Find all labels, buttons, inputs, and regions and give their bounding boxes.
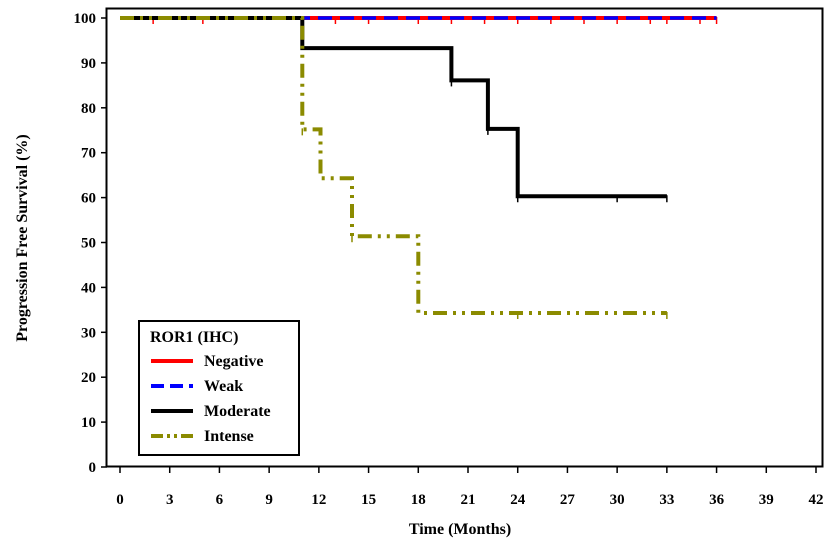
y-tick-label: 90 xyxy=(81,56,96,72)
legend-item-negative: Negative xyxy=(151,353,264,370)
legend-label: Weak xyxy=(204,378,243,395)
series-layer xyxy=(120,16,718,319)
x-tick-label: 9 xyxy=(265,492,273,508)
x-tick-label: 39 xyxy=(759,492,774,508)
y-tick-label: 40 xyxy=(81,280,96,296)
y-tick-label: 30 xyxy=(81,325,96,341)
y-tick-label: 80 xyxy=(81,101,96,117)
series-line-intense xyxy=(120,16,667,315)
x-tick-label: 33 xyxy=(659,492,674,508)
y-tick-label: 100 xyxy=(74,11,97,27)
legend: ROR1 (IHC) Negative Weak Moderate Intense xyxy=(138,320,300,456)
legend-item-moderate: Moderate xyxy=(151,403,271,420)
legend-item-intense: Intense xyxy=(151,428,254,445)
y-tick-label: 70 xyxy=(81,146,96,162)
x-tick-label: 30 xyxy=(610,492,625,508)
y-tick-label: 20 xyxy=(81,370,96,386)
x-axis: 0 3 6 9 12 15 18 21 24 27 30 33 36 39 42 xyxy=(116,467,824,508)
y-tick-label: 0 xyxy=(89,460,97,476)
legend-label: Moderate xyxy=(204,403,271,420)
y-tick-label: 10 xyxy=(81,415,96,431)
y-tick-label: 60 xyxy=(81,191,96,207)
x-tick-label: 3 xyxy=(166,492,174,508)
x-tick-label: 18 xyxy=(411,492,426,508)
x-tick-label: 12 xyxy=(311,492,326,508)
x-axis-title: Time (Months) xyxy=(409,521,511,538)
y-axis: 0 10 20 30 40 50 60 70 80 90 100 xyxy=(74,11,107,476)
x-tick-label: 0 xyxy=(116,492,124,508)
series-intense xyxy=(120,16,668,319)
x-tick-label: 15 xyxy=(361,492,376,508)
legend-label: Negative xyxy=(204,353,264,370)
x-tick-label: 6 xyxy=(216,492,224,508)
x-tick-label: 21 xyxy=(461,492,476,508)
x-tick-label: 24 xyxy=(510,492,526,508)
x-tick-label: 27 xyxy=(560,492,576,508)
legend-box xyxy=(138,320,300,456)
x-tick-label: 42 xyxy=(809,492,824,508)
legend-title: ROR1 (IHC) xyxy=(150,329,238,346)
legend-item-weak: Weak xyxy=(151,378,243,395)
y-axis-title: Progression Free Survival (%) xyxy=(14,134,31,342)
y-tick-label: 50 xyxy=(81,236,96,252)
x-tick-label: 36 xyxy=(709,492,725,508)
legend-label: Intense xyxy=(204,428,254,445)
